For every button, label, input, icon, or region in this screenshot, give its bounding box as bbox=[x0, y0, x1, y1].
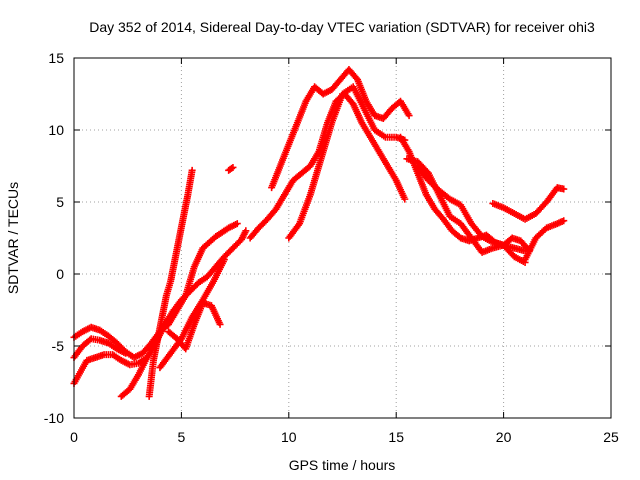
data-series bbox=[70, 66, 568, 400]
data-point bbox=[220, 256, 228, 264]
x-axis-label: GPS time / hours bbox=[289, 457, 396, 473]
series-arc-7 bbox=[165, 299, 224, 353]
series-arc-3 bbox=[70, 335, 130, 362]
data-point bbox=[233, 220, 241, 228]
gridlines bbox=[74, 58, 611, 418]
series-arc-5 bbox=[145, 166, 196, 400]
axis-ticks bbox=[73, 57, 612, 419]
data-point bbox=[242, 227, 250, 235]
data-point bbox=[229, 163, 237, 171]
y-tick-label: 15 bbox=[48, 50, 64, 66]
series-arc-15 bbox=[489, 184, 568, 223]
series-arc-9 bbox=[246, 90, 409, 242]
x-tick-label: 25 bbox=[603, 429, 619, 445]
y-tick-label: 0 bbox=[56, 266, 64, 282]
y-tick-label: -5 bbox=[52, 338, 65, 354]
data-point bbox=[560, 217, 568, 225]
series-arc-13 bbox=[396, 133, 533, 255]
data-point bbox=[122, 349, 130, 357]
series-arc-11 bbox=[285, 83, 409, 242]
y-axis-label: SDTVAR / TECUs bbox=[5, 182, 21, 294]
series-arc-8 bbox=[225, 163, 237, 174]
chart-title: Day 352 of 2014, Sidereal Day-to-day VTE… bbox=[89, 19, 595, 35]
y-tick-label: 10 bbox=[48, 122, 64, 138]
x-tick-label: 20 bbox=[496, 429, 512, 445]
data-point bbox=[401, 195, 409, 203]
x-tick-label: 10 bbox=[281, 429, 297, 445]
data-point bbox=[405, 112, 413, 120]
tick-labels: 0 5 10 15 20 25 -10 -5 0 5 10 15 bbox=[44, 50, 619, 445]
series-arc-10 bbox=[268, 66, 413, 192]
y-tick-label: 5 bbox=[56, 194, 64, 210]
data-point bbox=[188, 166, 196, 174]
y-tick-label: -10 bbox=[44, 410, 64, 426]
data-point bbox=[228, 164, 236, 172]
series-arc-4 bbox=[117, 227, 250, 400]
series-arc-14 bbox=[414, 162, 529, 255]
data-point bbox=[560, 185, 568, 193]
x-tick-label: 0 bbox=[70, 429, 78, 445]
data-point bbox=[216, 320, 224, 328]
plot-frame bbox=[73, 57, 612, 419]
x-tick-label: 15 bbox=[388, 429, 404, 445]
x-tick-label: 5 bbox=[178, 429, 186, 445]
series-arc-16 bbox=[521, 217, 568, 264]
series-arc-2 bbox=[70, 351, 151, 387]
